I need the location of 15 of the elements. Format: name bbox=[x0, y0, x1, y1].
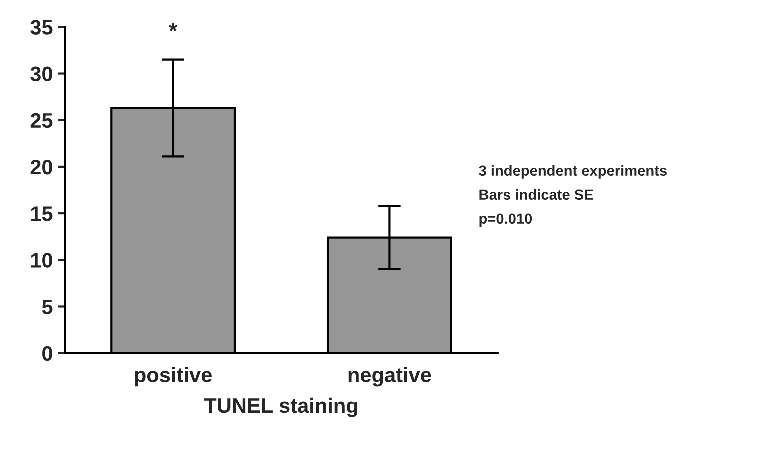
y-tick-label: 30 bbox=[30, 66, 52, 82]
annotation: 3 independent experiments bbox=[479, 165, 667, 179]
y-tick-label: 5 bbox=[42, 300, 53, 314]
x-axis-title: TUNEL staining bbox=[204, 398, 358, 418]
annotation: Bars indicate SE bbox=[480, 189, 594, 200]
y-tick-label: 10 bbox=[31, 253, 52, 268]
y-tick-label: 25 bbox=[30, 113, 53, 128]
y-tick-label: 35 bbox=[30, 20, 53, 35]
y-tick-label: 15 bbox=[31, 206, 53, 222]
x-tick-label: positive bbox=[135, 367, 212, 387]
annotation: * bbox=[169, 23, 178, 32]
annotation: p=0.010 bbox=[480, 214, 532, 227]
y-tick-label: 0 bbox=[42, 346, 52, 362]
y-tick-label: 20 bbox=[30, 160, 52, 175]
x-tick-label: negative bbox=[348, 367, 432, 387]
